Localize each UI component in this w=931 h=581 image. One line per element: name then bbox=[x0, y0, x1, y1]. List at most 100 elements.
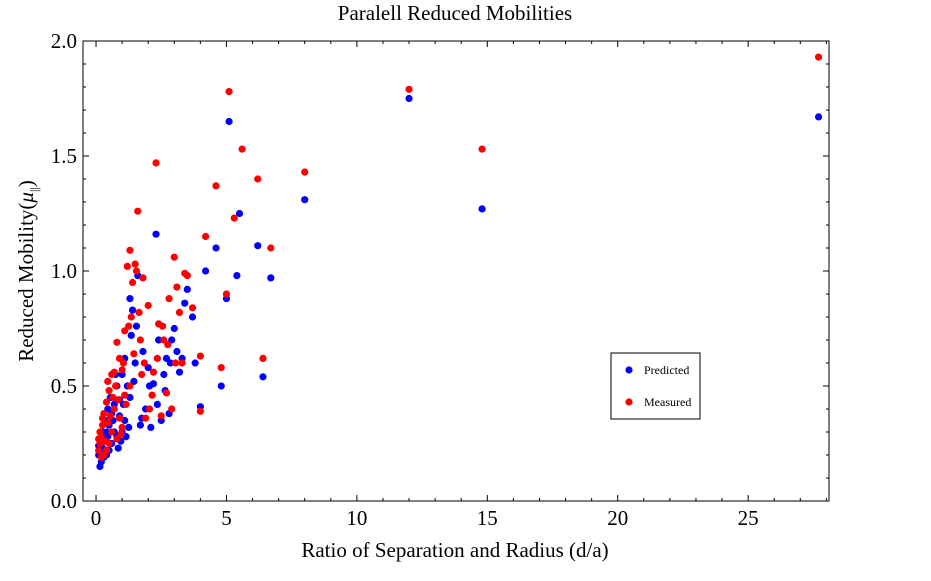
predicted-point bbox=[131, 359, 139, 367]
x-tick-label: 25 bbox=[738, 506, 759, 530]
predicted-point bbox=[225, 117, 233, 126]
predicted-point bbox=[183, 285, 191, 293]
measured-point bbox=[101, 437, 109, 445]
predicted-point bbox=[814, 113, 823, 121]
predicted-point bbox=[170, 324, 178, 333]
measured-point bbox=[118, 423, 126, 431]
x-tick-label: 20 bbox=[607, 506, 628, 530]
predicted-point bbox=[301, 196, 309, 204]
measured-point bbox=[112, 382, 120, 390]
predicted-point bbox=[181, 299, 189, 307]
measured-point bbox=[106, 412, 114, 420]
predicted-point bbox=[96, 462, 104, 471]
measured-point bbox=[131, 260, 139, 268]
measured-point bbox=[102, 398, 111, 406]
measured-point bbox=[222, 290, 231, 298]
predicted-point bbox=[125, 423, 133, 431]
x-tick-label: 15 bbox=[477, 506, 498, 530]
predicted-point bbox=[127, 331, 135, 339]
measured-point bbox=[119, 359, 128, 367]
predicted-point bbox=[201, 267, 210, 275]
measured-point bbox=[225, 88, 233, 96]
x-tick-label: 5 bbox=[221, 506, 232, 530]
measured-point bbox=[95, 446, 103, 454]
predicted-point bbox=[267, 274, 275, 282]
measured-point bbox=[164, 341, 172, 349]
measured-point bbox=[108, 370, 116, 379]
measured-point bbox=[149, 368, 158, 376]
measured-point bbox=[144, 301, 152, 310]
y-tick-label: 0.5 bbox=[51, 374, 77, 398]
measured-point bbox=[140, 359, 148, 367]
y-tick-label: 0.0 bbox=[51, 489, 77, 513]
predicted-point bbox=[152, 230, 160, 238]
x-axis-label: Ratio of Separation and Radius (d/a) bbox=[301, 538, 608, 562]
predicted-point bbox=[173, 347, 181, 356]
measured-point bbox=[230, 214, 238, 222]
predicted-point bbox=[155, 336, 163, 344]
predicted-point bbox=[217, 382, 225, 390]
measured-point bbox=[121, 391, 129, 399]
measured-point bbox=[128, 278, 137, 287]
measured-point bbox=[153, 354, 161, 362]
measured-point bbox=[173, 283, 181, 291]
measured-point bbox=[170, 253, 178, 261]
legend-label-measured: Measured bbox=[644, 395, 691, 409]
measured-point bbox=[97, 453, 105, 461]
measured-point bbox=[175, 308, 184, 316]
measured-point bbox=[114, 396, 122, 404]
y-axis-label: Reduced Mobility(μ||) bbox=[14, 180, 41, 362]
measured-point bbox=[478, 145, 486, 153]
predicted-point bbox=[259, 373, 267, 381]
measured-point bbox=[267, 244, 275, 252]
measured-point bbox=[108, 428, 116, 436]
measured-point bbox=[157, 412, 165, 420]
measured-point bbox=[405, 85, 413, 93]
predicted-point bbox=[405, 94, 413, 103]
predicted-point bbox=[139, 347, 147, 356]
measured-point bbox=[142, 414, 150, 422]
measured-point bbox=[259, 354, 267, 362]
x-tick-label: 0 bbox=[91, 506, 102, 530]
measured-point bbox=[178, 359, 186, 367]
measured-point bbox=[238, 145, 246, 153]
measured-point bbox=[152, 159, 160, 167]
measured-point bbox=[201, 232, 210, 241]
plot-frame bbox=[82, 40, 830, 502]
x-tick-label: 10 bbox=[346, 506, 367, 530]
measured-point bbox=[117, 430, 125, 438]
y-axis-label-subscript: || bbox=[27, 187, 41, 192]
measured-point bbox=[136, 336, 144, 344]
measured-point bbox=[196, 407, 204, 415]
predicted-point bbox=[136, 421, 144, 429]
y-axis-label-paren-open: ( bbox=[14, 203, 38, 210]
measured-point bbox=[96, 428, 104, 436]
measured-point bbox=[126, 382, 134, 390]
measured-point bbox=[132, 267, 141, 275]
measured-point bbox=[217, 364, 225, 372]
measured-point bbox=[113, 338, 121, 346]
y-axis-label-paren-close: ) bbox=[14, 180, 38, 187]
predicted-point bbox=[153, 400, 161, 408]
axis-ticks: 0 5 10 15 20 25 0.0 0.5 1.0 1.5 2.0 bbox=[51, 29, 829, 530]
measured-point bbox=[138, 370, 146, 379]
measured-point bbox=[98, 414, 107, 422]
predicted-point bbox=[233, 272, 241, 280]
predicted-point bbox=[114, 444, 122, 452]
measured-point bbox=[126, 246, 134, 254]
measured-point bbox=[118, 366, 126, 374]
measured-point bbox=[122, 400, 130, 408]
measured-point bbox=[158, 322, 167, 330]
predicted-point bbox=[145, 382, 154, 390]
measured-point bbox=[104, 377, 112, 385]
predicted-point bbox=[175, 368, 184, 376]
measured-point bbox=[188, 304, 197, 312]
predicted-point bbox=[188, 313, 197, 321]
predicted-point bbox=[126, 295, 134, 303]
measured-point bbox=[181, 269, 189, 277]
chart-title: Paralell Reduced Mobilities bbox=[338, 1, 572, 25]
predicted-point bbox=[478, 205, 486, 213]
legend-marker-predicted bbox=[625, 366, 633, 374]
y-tick-label: 1.0 bbox=[51, 259, 77, 283]
legend-box bbox=[610, 352, 701, 420]
